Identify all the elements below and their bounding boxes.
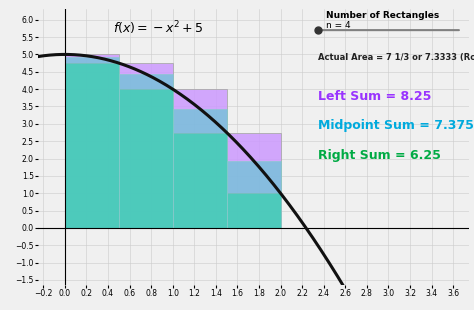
Bar — [65, 57, 119, 228]
Bar — [227, 161, 281, 228]
Bar — [119, 74, 173, 228]
Bar — [173, 132, 227, 228]
Text: Midpoint Sum = 7.375: Midpoint Sum = 7.375 — [319, 119, 474, 132]
Bar — [65, 63, 119, 228]
Text: Actual Area = 7 1/3 or 7.3333 (Rounded: Actual Area = 7 1/3 or 7.3333 (Rounded — [319, 53, 474, 62]
Text: Number of Rectangles: Number of Rectangles — [326, 11, 439, 20]
Bar — [173, 108, 227, 228]
Bar — [173, 89, 227, 228]
Text: $f(x) = -x^2 + 5$: $f(x) = -x^2 + 5$ — [113, 20, 204, 37]
Text: Right Sum = 6.25: Right Sum = 6.25 — [319, 148, 441, 162]
Text: n = 4: n = 4 — [326, 21, 350, 30]
Text: Left Sum = 8.25: Left Sum = 8.25 — [319, 90, 432, 103]
Bar — [227, 132, 281, 228]
Bar — [227, 193, 281, 228]
Bar — [119, 63, 173, 228]
Bar — [119, 89, 173, 228]
Bar — [65, 55, 119, 228]
